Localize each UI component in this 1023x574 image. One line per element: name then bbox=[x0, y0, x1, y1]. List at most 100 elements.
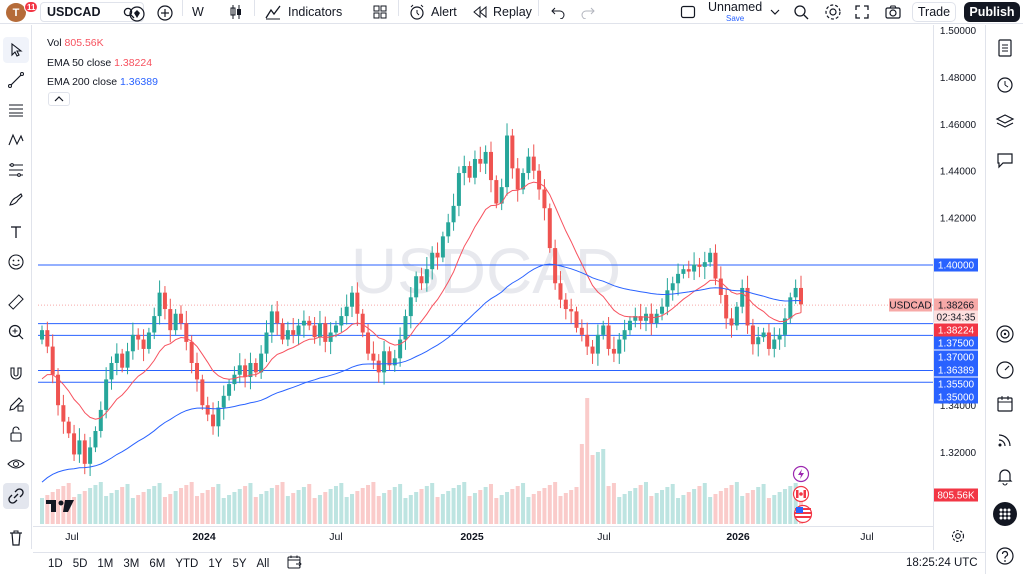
timeframe-button[interactable]: YTD bbox=[175, 557, 199, 570]
events-markers bbox=[790, 465, 816, 528]
notifications-button[interactable] bbox=[992, 463, 1018, 489]
interval-button[interactable]: W bbox=[192, 5, 204, 19]
candle-body bbox=[333, 325, 338, 333]
ema200-legend[interactable]: EMA 200 close 1.36389 bbox=[47, 76, 158, 88]
candle-body bbox=[205, 405, 210, 415]
symbol-search-button[interactable]: USDCAD bbox=[40, 2, 144, 22]
settings-button[interactable] bbox=[818, 0, 848, 24]
candle-body bbox=[66, 421, 71, 434]
emoji-tool[interactable] bbox=[3, 249, 29, 275]
trend-line-tool[interactable] bbox=[3, 67, 29, 93]
tradingview-logo[interactable] bbox=[46, 498, 74, 517]
ema50-legend[interactable]: EMA 50 close 1.38224 bbox=[47, 56, 153, 69]
candle-body bbox=[569, 309, 574, 312]
compare-symbol-icon[interactable] bbox=[122, 2, 152, 26]
timeframe-button[interactable]: 1D bbox=[48, 557, 63, 570]
lock-drawings-tool[interactable] bbox=[3, 421, 29, 447]
target-button[interactable] bbox=[992, 321, 1018, 347]
candle-body bbox=[227, 384, 232, 396]
text-tool[interactable] bbox=[3, 219, 29, 245]
forecast-tool[interactable] bbox=[3, 157, 29, 183]
price-tick-label: 1.50000 bbox=[940, 26, 977, 37]
measure-tool[interactable] bbox=[3, 289, 29, 315]
candle-body bbox=[61, 405, 66, 422]
volume-bar bbox=[472, 493, 477, 524]
volume-bar bbox=[264, 491, 269, 524]
candle-body bbox=[339, 316, 344, 326]
volume-bar bbox=[355, 491, 360, 524]
candle-body bbox=[563, 299, 568, 310]
layouts-button[interactable] bbox=[366, 0, 394, 24]
volume-bar bbox=[569, 490, 574, 524]
volume-bar bbox=[333, 486, 338, 524]
volume-bar bbox=[392, 487, 397, 524]
volume-bar bbox=[665, 487, 670, 524]
timeframe-button[interactable]: 3M bbox=[123, 557, 140, 570]
indicators-button[interactable]: Indicators bbox=[258, 0, 348, 24]
magnet-tool[interactable] bbox=[3, 361, 29, 387]
help-icon bbox=[996, 547, 1014, 565]
candle-body bbox=[162, 292, 167, 310]
alert-button[interactable]: Alert bbox=[402, 0, 463, 24]
candle-body bbox=[72, 433, 77, 455]
replay-button[interactable]: Replay bbox=[466, 0, 538, 24]
date-range-button[interactable] bbox=[286, 554, 303, 573]
calendar-button[interactable] bbox=[992, 391, 1018, 417]
timeframe-button[interactable]: 1M bbox=[97, 557, 114, 570]
timeframe-button[interactable]: 5Y bbox=[232, 557, 247, 570]
timeframe-button[interactable]: 1Y bbox=[208, 557, 223, 570]
candle-body bbox=[488, 151, 493, 181]
publish-button[interactable]: Publish bbox=[964, 2, 1020, 22]
stay-in-drawing-tool[interactable] bbox=[3, 391, 29, 417]
object-tree-button[interactable] bbox=[992, 109, 1018, 135]
timeframe-button[interactable]: 5D bbox=[72, 557, 88, 570]
add-symbol-button[interactable] bbox=[150, 1, 180, 25]
ideas-button[interactable] bbox=[992, 357, 1018, 383]
layout-name-button[interactable]: Unnamed Save bbox=[702, 0, 786, 24]
candle-body bbox=[537, 170, 542, 190]
candle-body bbox=[414, 276, 419, 298]
timeframe-button[interactable]: All bbox=[256, 557, 270, 570]
bottom-toolbar: 1D 5D 1M 3M 6M YTD 1Y 5Y All bbox=[33, 552, 985, 574]
volume-bar bbox=[515, 486, 520, 524]
snapshot-button[interactable] bbox=[878, 0, 908, 24]
price-tag-label: 1.35000 bbox=[938, 393, 975, 404]
chat-button[interactable] bbox=[992, 147, 1018, 173]
brush-tool[interactable] bbox=[3, 187, 29, 213]
volume-bar bbox=[553, 482, 558, 524]
timeframe-button[interactable]: 6M bbox=[149, 557, 166, 570]
hide-drawings-tool[interactable] bbox=[3, 451, 29, 477]
candle-body bbox=[531, 156, 536, 171]
remove-drawings-tool[interactable] bbox=[3, 525, 29, 551]
help-button[interactable] bbox=[992, 543, 1018, 569]
volume-legend[interactable]: Vol 805.56K bbox=[47, 37, 104, 49]
trade-button[interactable]: Trade bbox=[912, 2, 956, 22]
link-tool[interactable] bbox=[3, 483, 29, 509]
collapse-legend-button[interactable] bbox=[48, 92, 70, 106]
rewind-icon bbox=[473, 5, 487, 19]
plus-circle-icon bbox=[157, 5, 173, 21]
undo-button[interactable] bbox=[544, 0, 572, 24]
symbol-watermark: USDCAD bbox=[351, 235, 621, 307]
zoom-in-tool[interactable] bbox=[3, 319, 29, 345]
price-tag-bg bbox=[934, 258, 978, 272]
candle-body bbox=[211, 414, 216, 427]
user-avatar[interactable]: T 11 bbox=[6, 1, 39, 22]
symbol-label: USDCAD bbox=[47, 5, 101, 19]
layout-checkbox[interactable] bbox=[674, 0, 702, 24]
fib-tool[interactable] bbox=[3, 97, 29, 123]
watchlist-button[interactable] bbox=[992, 35, 1018, 61]
candle-style-button[interactable] bbox=[222, 0, 250, 24]
utc-clock[interactable]: 18:25:24 UTC bbox=[906, 557, 978, 569]
volume-bar bbox=[280, 482, 285, 524]
fullscreen-button[interactable] bbox=[848, 0, 876, 24]
cursor-tool[interactable] bbox=[3, 37, 29, 63]
streams-button[interactable] bbox=[992, 427, 1018, 453]
apps-button[interactable] bbox=[992, 501, 1018, 527]
chart-settings-icon[interactable] bbox=[951, 529, 965, 546]
alerts-panel-button[interactable] bbox=[992, 71, 1018, 97]
redo-button[interactable] bbox=[574, 0, 602, 24]
patterns-tool[interactable] bbox=[3, 127, 29, 153]
quick-search-button[interactable] bbox=[786, 0, 816, 24]
